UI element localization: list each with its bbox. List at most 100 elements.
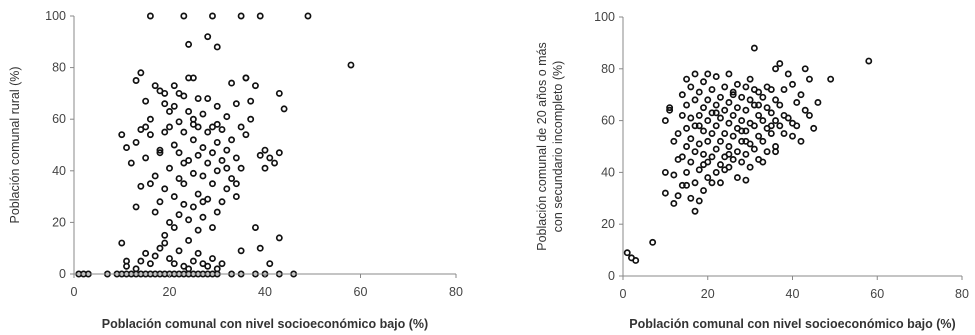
data-point bbox=[759, 117, 767, 125]
x-axis-ticks: 0 20 40 60 80 bbox=[620, 276, 969, 301]
data-point bbox=[204, 159, 212, 167]
data-point bbox=[280, 105, 288, 113]
data-point bbox=[746, 163, 754, 171]
data-point bbox=[142, 123, 150, 131]
data-point bbox=[717, 137, 724, 145]
data-point bbox=[218, 198, 226, 206]
data-point bbox=[683, 124, 691, 132]
data-point bbox=[146, 180, 154, 188]
data-point bbox=[127, 159, 135, 167]
data-point bbox=[712, 168, 720, 176]
data-point bbox=[232, 154, 240, 162]
data-point bbox=[146, 115, 154, 123]
data-point bbox=[209, 12, 216, 20]
data-point bbox=[772, 148, 780, 156]
data-point bbox=[204, 33, 212, 41]
y-tick-label: 0 bbox=[608, 269, 615, 283]
data-point bbox=[695, 197, 703, 205]
data-point bbox=[806, 75, 813, 83]
data-point bbox=[742, 127, 750, 135]
data-point bbox=[742, 176, 750, 184]
data-point bbox=[137, 182, 145, 190]
y-axis-title: Población comunal rural (%) bbox=[8, 66, 22, 223]
data-point bbox=[750, 86, 758, 93]
y-axis-ticks: 0 20 40 60 80 100 bbox=[594, 10, 623, 283]
data-point bbox=[213, 167, 221, 175]
data-point bbox=[209, 180, 216, 188]
x-axis-title: Población comunal con nivel socioeconómi… bbox=[629, 317, 955, 331]
chart-rural: 0 20 40 60 80 100 0 20 40 60 80 Población comunal… bbox=[8, 9, 463, 331]
data-point bbox=[661, 189, 669, 197]
data-point bbox=[746, 75, 754, 83]
data-point bbox=[261, 146, 269, 154]
x-tick-label: 0 bbox=[620, 287, 627, 301]
data-point bbox=[228, 175, 236, 182]
data-point bbox=[687, 158, 695, 166]
data-point bbox=[729, 155, 737, 163]
data-point bbox=[759, 93, 767, 101]
data-point bbox=[700, 150, 707, 158]
data-point bbox=[228, 136, 236, 144]
data-point bbox=[729, 88, 737, 96]
data-point bbox=[678, 111, 686, 119]
y-axis-title: Población comunal de 20 años o más con se… bbox=[535, 42, 565, 250]
data-point bbox=[738, 93, 746, 101]
x-tick-label: 0 bbox=[71, 285, 78, 299]
data-point bbox=[767, 86, 775, 93]
data-point bbox=[189, 136, 197, 144]
data-point bbox=[789, 80, 796, 88]
data-point bbox=[661, 168, 669, 176]
x-axis-title: Población comunal con nivel socioeconómi… bbox=[102, 317, 428, 331]
data-point bbox=[213, 265, 221, 273]
data-point bbox=[700, 161, 707, 169]
x-tick-label: 60 bbox=[870, 287, 884, 301]
y-tick-label: 20 bbox=[601, 217, 615, 231]
data-point bbox=[708, 86, 716, 93]
data-point bbox=[750, 145, 758, 153]
data-point bbox=[189, 74, 197, 82]
data-point bbox=[275, 149, 283, 157]
data-point bbox=[213, 120, 221, 128]
data-point bbox=[189, 203, 197, 211]
x-tick-label: 40 bbox=[786, 287, 800, 301]
data-point bbox=[204, 128, 212, 136]
data-point bbox=[185, 237, 193, 244]
data-point bbox=[175, 211, 183, 219]
data-point bbox=[700, 187, 707, 194]
data-point bbox=[151, 252, 159, 260]
data-point bbox=[712, 145, 720, 153]
data-point bbox=[670, 200, 678, 207]
data-point bbox=[666, 104, 674, 112]
data-point bbox=[151, 172, 159, 180]
data-point bbox=[175, 118, 183, 126]
data-point bbox=[772, 96, 780, 104]
data-point bbox=[759, 137, 767, 145]
data-point bbox=[687, 83, 695, 91]
data-point bbox=[801, 106, 809, 114]
data-point bbox=[729, 91, 737, 99]
data-point bbox=[251, 82, 259, 90]
data-point bbox=[708, 109, 716, 117]
data-point bbox=[776, 60, 784, 68]
data-point bbox=[161, 100, 169, 108]
data-point bbox=[670, 171, 678, 179]
x-tick-label: 80 bbox=[449, 285, 463, 299]
data-point bbox=[742, 83, 750, 91]
data-point bbox=[704, 174, 712, 182]
data-point bbox=[189, 257, 197, 265]
data-point bbox=[746, 96, 754, 104]
data-point bbox=[729, 111, 737, 119]
data-point bbox=[772, 65, 780, 73]
data-point bbox=[691, 179, 699, 187]
data-point bbox=[256, 12, 264, 20]
data-point bbox=[721, 106, 729, 114]
y-tick-label: 0 bbox=[59, 267, 66, 281]
data-point bbox=[237, 164, 245, 172]
data-point bbox=[185, 216, 193, 224]
data-point bbox=[223, 164, 231, 172]
data-point bbox=[261, 164, 269, 172]
data-point bbox=[691, 122, 699, 130]
data-point bbox=[814, 99, 822, 106]
data-point bbox=[242, 74, 250, 82]
axis-frame bbox=[622, 17, 962, 277]
